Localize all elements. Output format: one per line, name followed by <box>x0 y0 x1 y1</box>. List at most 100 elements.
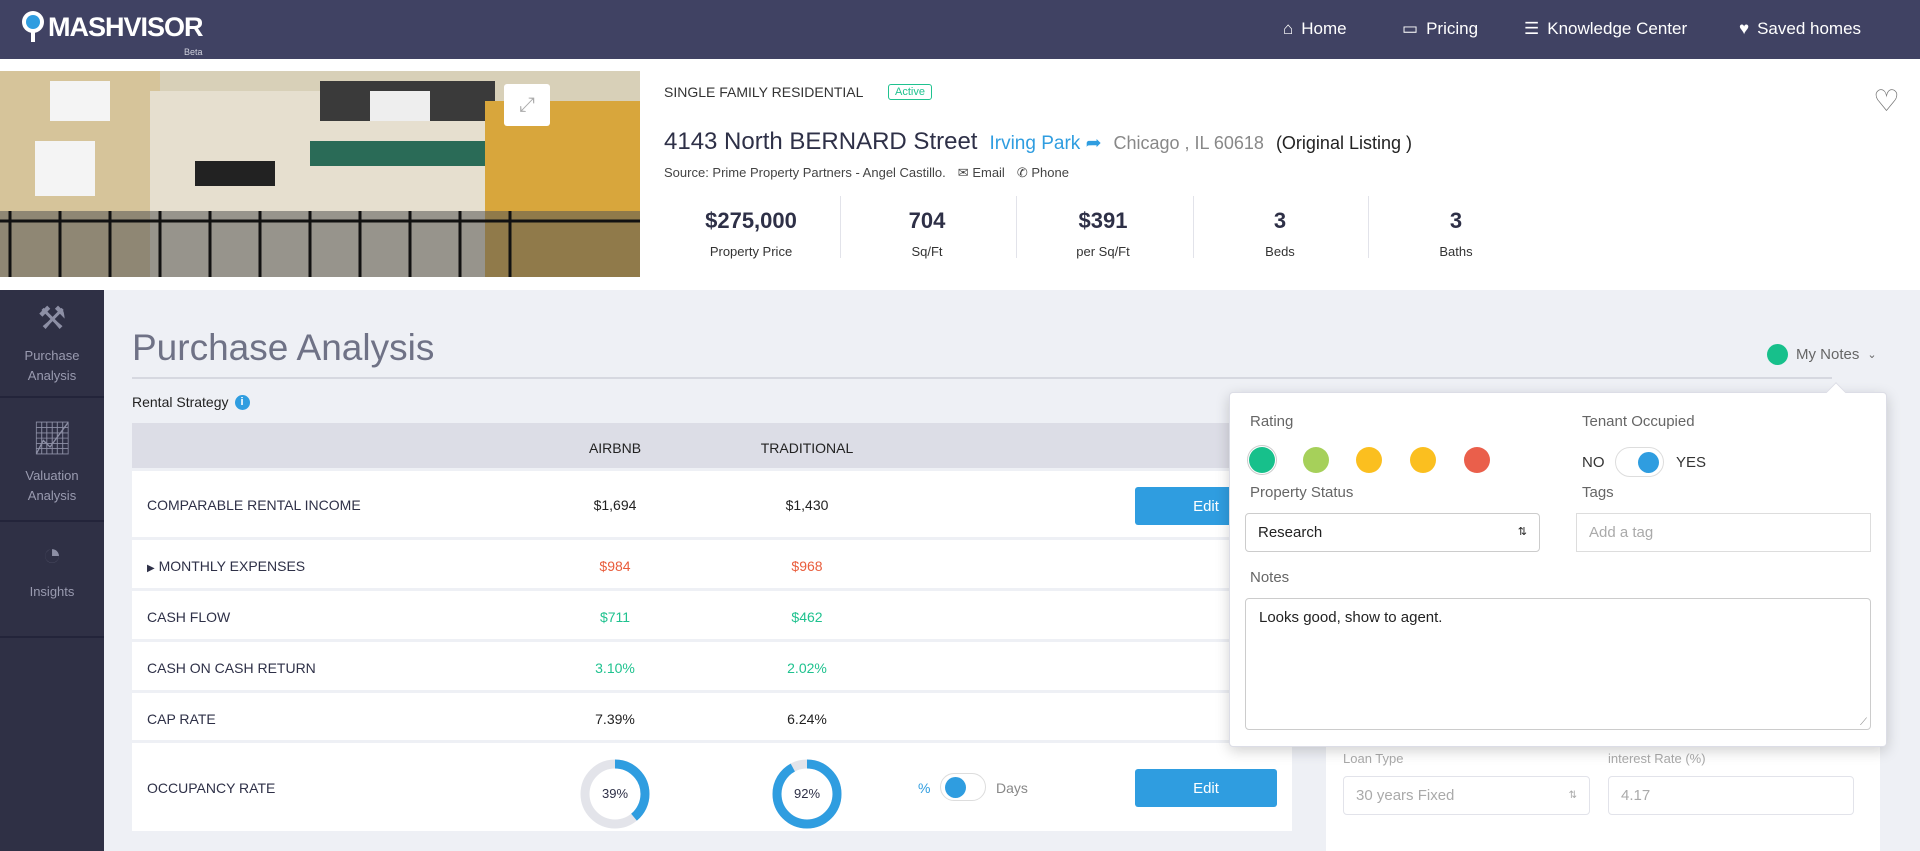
nav-label: Knowledge Center <box>1547 19 1688 38</box>
tenant-no-label: NO <box>1582 454 1605 471</box>
street-address: 4143 North BERNARD Street <box>664 128 978 155</box>
traditional-value: $462 <box>791 609 823 625</box>
stat-label: Beds <box>1265 244 1295 259</box>
neighborhood-name: Irving Park <box>989 133 1081 154</box>
rating-label: Rating <box>1250 413 1294 430</box>
stat-beds: 3 Beds <box>1195 208 1365 259</box>
my-notes-popup <box>1229 392 1887 747</box>
stat-value: 3 <box>1449 208 1463 233</box>
row-label: COMPARABLE RENTAL INCOME <box>147 497 361 513</box>
sidebar-label: Purchase <box>24 348 80 363</box>
rating-dot-4[interactable] <box>1410 447 1436 473</box>
nav-knowledge-center[interactable]: ☰ Knowledge Center <box>1524 19 1687 39</box>
heart-icon: ♥ <box>1739 19 1750 38</box>
nav-pricing[interactable]: ▭ Pricing <box>1402 19 1478 39</box>
stat-sqft: 704 Sq/Ft <box>842 208 1012 259</box>
expand-photo-icon[interactable]: ⤢ <box>504 84 550 126</box>
edit-occupancy-button[interactable]: Edit <box>1135 769 1277 807</box>
table-row: COMPARABLE RENTAL INCOME $1,694 $1,430 Edit <box>132 471 1292 540</box>
source-line: Source: Prime Property Partners - Angel … <box>664 165 1069 181</box>
resize-handle-icon[interactable]: ⟋ <box>1860 717 1867 728</box>
phone-link[interactable]: ✆ Phone <box>1017 165 1069 181</box>
rental-strategy: Rental Strategy i <box>132 394 250 410</box>
col-airbnb: AIRBNB <box>588 440 642 456</box>
donut-label: 92% <box>793 786 821 801</box>
rating-dot-2[interactable] <box>1303 447 1329 473</box>
sidebar-label: Valuation <box>25 468 79 483</box>
list-icon: ☰ <box>1524 19 1540 38</box>
city: Chicago , IL 60618 <box>1113 133 1264 153</box>
pricing-icon: ▭ <box>1402 19 1419 38</box>
stat-per-sqft: $391 per Sq/Ft <box>1018 208 1188 259</box>
interest-rate-label: interest Rate (%) <box>1608 751 1706 766</box>
sidebar-label: Insights <box>29 584 75 599</box>
tenant-occupied-toggle[interactable] <box>1615 447 1664 477</box>
status-badge: Active <box>888 84 932 100</box>
table-header: AIRBNB TRADITIONAL <box>132 423 1292 471</box>
select-arrows-icon: ⇅ <box>1517 526 1527 538</box>
traditional-value: $1,430 <box>785 497 829 513</box>
interest-rate-input[interactable]: 4.17 <box>1608 776 1854 815</box>
rating-dot-1[interactable] <box>1249 447 1275 473</box>
percent-days-toggle[interactable] <box>940 773 986 801</box>
phone-label: Phone <box>1031 165 1069 180</box>
gavel-icon: ⚒ <box>37 300 67 336</box>
donut-arc <box>580 759 650 829</box>
top-navbar <box>0 0 1920 59</box>
notes-label: Notes <box>1250 569 1290 586</box>
row-label: ▶ MONTHLY EXPENSES <box>147 558 305 574</box>
row-label: CAP RATE <box>147 711 216 727</box>
email-link[interactable]: ✉ Email <box>958 165 1005 181</box>
envelope-icon: ✉ <box>957 165 969 180</box>
source-text: Source: Prime Property Partners - Angel … <box>664 165 946 180</box>
pie-chart-icon: ◔ <box>42 536 62 572</box>
rating-dot-3[interactable] <box>1356 447 1382 473</box>
toggle-knob <box>945 777 966 798</box>
stat-baths: 3 Baths <box>1371 208 1541 259</box>
airbnb-value: 7.39% <box>595 711 635 727</box>
table-row: CASH ON CASH RETURN 3.10% 2.02% <box>132 642 1292 693</box>
rating-dot-5[interactable] <box>1464 447 1490 473</box>
notes-textarea[interactable]: Looks good, show to agent. ⟋ <box>1245 598 1871 730</box>
sidebar-label: Analysis <box>27 488 77 503</box>
tags-input[interactable]: Add a tag <box>1576 513 1871 552</box>
nav-home[interactable]: ⌂ Home <box>1283 19 1347 39</box>
stat-label: Sq/Ft <box>911 244 943 259</box>
favorite-heart-icon[interactable]: ♡ <box>1873 85 1900 118</box>
table-row-occupancy: OCCUPANCY RATE 39% 92% % Days Edit <box>132 743 1292 834</box>
property-status-select[interactable]: Research ⇅ <box>1245 513 1540 552</box>
my-notes-toggle[interactable]: My Notes ⌄ <box>1767 344 1877 365</box>
traditional-value: 2.02% <box>787 660 827 676</box>
sidebar-item-purchase-analysis[interactable]: ⚒ Purchase Analysis <box>0 298 104 398</box>
row-label: CASH FLOW <box>147 609 231 625</box>
divider <box>840 196 841 258</box>
col-traditional: TRADITIONAL <box>760 440 854 456</box>
rating-dot-icon <box>1767 344 1788 365</box>
loan-type-select[interactable]: 30 years Fixed ⇅ <box>1343 776 1590 815</box>
airbnb-value: $1,694 <box>593 497 637 513</box>
brand-beta: Beta <box>184 47 203 57</box>
rental-strategy-label: Rental Strategy <box>132 394 229 410</box>
table-row[interactable]: ▶ MONTHLY EXPENSES $984 $968 <box>132 540 1292 591</box>
external-link-icon: ➦ <box>1085 133 1102 154</box>
info-icon[interactable]: i <box>234 394 250 410</box>
original-listing-link[interactable]: (Original Listing ) <box>1275 133 1412 153</box>
percent-label: % <box>918 780 931 796</box>
email-label: Email <box>972 165 1005 180</box>
nav-saved-homes[interactable]: ♥ Saved homes <box>1739 19 1861 39</box>
divider <box>1193 196 1194 258</box>
toggle-knob <box>1638 452 1659 473</box>
select-arrows-icon: ⇅ <box>1568 790 1577 801</box>
neighborhood-link[interactable]: Irving Park ➦ <box>989 132 1101 155</box>
sidebar-item-insights[interactable]: ◔ Insights <box>0 534 104 638</box>
sidebar-item-valuation-analysis[interactable]: 📈︎ Valuation Analysis <box>0 418 104 522</box>
tenant-yes-label: YES <box>1676 454 1707 471</box>
stat-value: 3 <box>1273 208 1287 233</box>
table-row: CAP RATE 7.39% 6.24% <box>132 693 1292 743</box>
mashvisor-logo[interactable]: MASHVISOR <box>20 10 204 44</box>
my-notes-label: My Notes <box>1796 346 1860 363</box>
row-label-text: MONTHLY EXPENSES <box>158 558 306 574</box>
nav-label: Saved homes <box>1757 19 1862 38</box>
occupancy-donut-traditional: 92% <box>771 758 843 830</box>
sidebar <box>0 290 104 851</box>
